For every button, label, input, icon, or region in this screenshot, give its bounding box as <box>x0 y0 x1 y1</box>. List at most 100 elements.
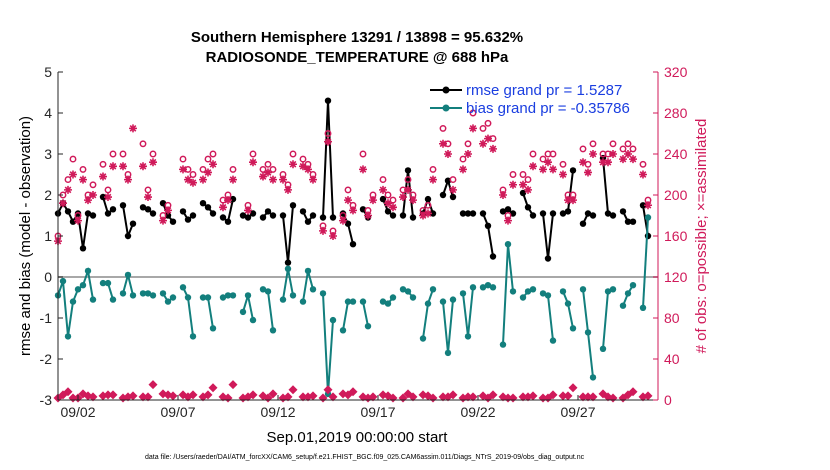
rmse-point <box>119 202 127 209</box>
rmse-point <box>489 253 497 260</box>
bias-point <box>449 296 457 303</box>
obs-assimilated-point <box>279 175 287 184</box>
rmse-point <box>129 220 137 227</box>
y-tick-label-right: 240 <box>664 146 688 162</box>
bias-point <box>249 316 257 324</box>
bias-point <box>409 294 417 301</box>
bias-point <box>549 337 557 344</box>
rmse-point <box>239 212 247 219</box>
obs-possible-point <box>89 181 97 189</box>
rmse-point <box>324 97 332 104</box>
rmse-point <box>259 214 267 221</box>
obs-bottom-point <box>108 390 118 400</box>
obs-possible-point <box>464 140 472 148</box>
rmse-point <box>139 204 147 211</box>
rmse-point <box>564 208 572 215</box>
obs-assimilated-point <box>464 150 472 158</box>
obs-possible-point <box>64 176 72 184</box>
rmse-point <box>349 241 357 248</box>
obs-possible-point <box>519 171 527 178</box>
bias-point <box>219 294 227 301</box>
bias-point <box>99 279 107 287</box>
y-tick-label-left: -2 <box>40 351 53 367</box>
obs-assimilated-point <box>339 216 347 225</box>
obs-bottom-point <box>588 392 598 402</box>
obs-bottom-point <box>288 385 298 395</box>
obs-assimilated-point <box>619 155 627 164</box>
rmse-point <box>64 208 72 215</box>
bias-point <box>629 282 637 289</box>
rmse-point <box>184 216 192 223</box>
bias-point <box>624 290 632 297</box>
obs-assimilated-series <box>54 124 652 246</box>
legend: rmse grand pr = 1.5287 bias grand pr = -… <box>430 82 630 117</box>
obs-assimilated-point <box>244 206 252 215</box>
bias-point <box>169 294 177 301</box>
obs-possible-point <box>209 150 217 158</box>
rmse-point <box>484 222 492 229</box>
obs-assimilated-point <box>249 158 257 167</box>
bias-point <box>64 333 72 340</box>
obs-assimilated-point <box>579 158 587 167</box>
bias-point <box>359 298 367 305</box>
bias-point <box>104 279 112 287</box>
rmse-point <box>529 212 537 219</box>
bias-point <box>459 290 467 297</box>
bias-point <box>344 298 352 305</box>
rmse-point <box>384 208 392 215</box>
rmse-point <box>524 204 532 211</box>
obs-possible-point <box>424 201 432 209</box>
bias-point <box>424 300 432 307</box>
obs-assimilated-point <box>384 199 392 208</box>
bias-point <box>329 316 337 324</box>
chart-subtitle: RADIOSONDE_TEMPERATURE @ 688 hPa <box>206 49 509 66</box>
bias-point <box>564 300 572 307</box>
bias-point <box>499 341 507 348</box>
bias-point <box>399 286 407 293</box>
obs-possible-point <box>104 186 112 194</box>
rmse-point <box>149 210 157 217</box>
obs-assimilated-point <box>389 203 397 212</box>
x-tick-label: 09/02 <box>60 404 95 420</box>
data-file-footer: data file: /Users/raeder/DAI/ATM_forcXX/… <box>145 454 585 461</box>
rmse-point <box>204 204 212 211</box>
bias-point <box>164 298 172 305</box>
obs-possible-point <box>99 160 107 168</box>
obs-possible-point <box>359 150 367 158</box>
obs-assimilated-point <box>189 178 197 187</box>
bias-point <box>389 294 397 301</box>
obs-possible-point <box>299 155 307 163</box>
obs-bottom-point <box>528 391 538 401</box>
obs-possible-point <box>149 150 157 158</box>
obs-bottom-point <box>308 391 318 401</box>
obs-assimilated-point <box>369 196 377 205</box>
bias-point <box>384 300 392 307</box>
obs-assimilated-point <box>409 196 417 205</box>
rmse-point <box>519 189 527 197</box>
bias-point <box>579 286 587 293</box>
rmse-point <box>589 212 597 219</box>
bias-point <box>609 286 617 293</box>
legend-label-rmse: rmse grand pr = 1.5287 <box>466 82 622 99</box>
obs-bottom-point <box>148 380 158 390</box>
obs-bottom-point <box>268 389 278 399</box>
rmse-point <box>329 214 337 221</box>
bias-point <box>209 325 217 332</box>
obs-bottom-point <box>408 392 418 402</box>
rmse-point <box>449 193 457 201</box>
rmse-point <box>249 210 257 217</box>
rmse-point <box>144 206 152 213</box>
obs-bottom-point <box>188 390 198 400</box>
bias-point <box>264 288 272 295</box>
obs-possible-point <box>264 160 272 168</box>
obs-assimilated-point <box>499 191 507 199</box>
obs-assimilated-point <box>539 165 547 174</box>
bias-point <box>524 288 532 295</box>
obs-bottom-point <box>203 390 213 400</box>
obs-possible-point <box>344 186 352 194</box>
obs-assimilated-point <box>209 160 217 169</box>
bias-point <box>619 302 627 309</box>
bias-line-segment <box>362 301 369 327</box>
y-tick-label-right: 280 <box>664 105 688 121</box>
rmse-point <box>299 208 307 215</box>
